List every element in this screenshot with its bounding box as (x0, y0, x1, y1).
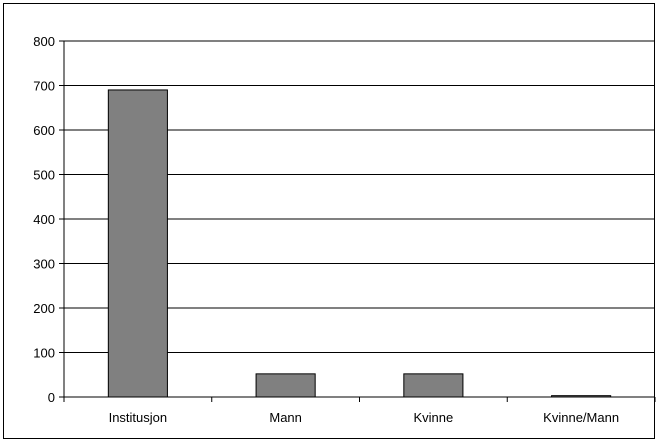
bar-mann (255, 373, 316, 398)
y-tick-label: 600 (33, 123, 55, 138)
bar-kvinne-mann (551, 395, 612, 398)
y-tick-label: 700 (33, 79, 55, 94)
x-tick-labels: Institusjon Mann Kvinne Kvinne/Mann (109, 410, 619, 425)
y-tick-labels: 0 100 200 300 400 500 600 700 800 (33, 34, 55, 405)
x-tick-label: Institusjon (109, 410, 168, 425)
y-tick-label: 200 (33, 301, 55, 316)
x-tick-label: Kvinne (414, 410, 454, 425)
y-tick-label: 400 (33, 212, 55, 227)
y-tick-label: 300 (33, 257, 55, 272)
y-tick-label: 100 (33, 346, 55, 361)
y-tick-label: 0 (48, 390, 55, 405)
y-tick-label: 500 (33, 168, 55, 183)
bars (107, 89, 612, 398)
x-tick-label: Mann (269, 410, 302, 425)
bar-institusjon (107, 89, 168, 398)
y-tick-label: 800 (33, 34, 55, 49)
bar-kvinne (403, 373, 464, 398)
x-tick-label: Kvinne/Mann (543, 410, 619, 425)
